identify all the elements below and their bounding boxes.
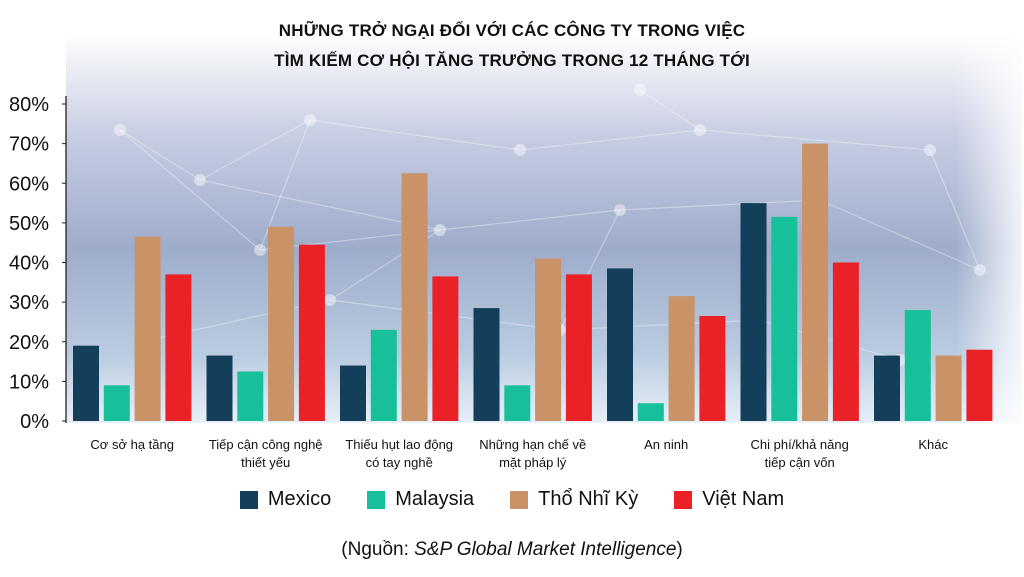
legend-swatch [510,490,529,509]
source-note: (Nguồn: S&P Global Market Intelligence) [0,539,1024,561]
legend-label: Thổ Nhĩ Kỳ [538,488,639,510]
legend-label: Việt Nam [702,488,785,510]
bar-mexico-5 [740,203,767,421]
bar-mexico-6 [874,355,900,421]
bar-thổ-nhĩ-kỳ-2 [401,173,428,421]
bar-việt-nam-3 [565,274,592,421]
bar-malaysia-1 [237,371,264,421]
bar-thổ-nhĩ-kỳ-4 [668,296,695,421]
bar-thổ-nhĩ-kỳ-0 [134,236,161,421]
bar-malaysia-6 [904,310,931,421]
y-tick-label: 30% [9,292,49,314]
y-tick-label: 10% [9,371,49,393]
legend-item: Việt Nam [674,488,784,511]
category-labels: Cơ sở hạ tầng Tiếp cận công nghệ thiết yếu… [90,437,948,470]
bar-việt-nam-4 [699,316,726,421]
bar-thổ-nhĩ-kỳ-1 [268,226,295,421]
y-tick-label: 0% [20,411,49,433]
bar-thổ-nhĩ-kỳ-5 [802,143,829,421]
y-tick-label: 50% [9,213,49,235]
bar-malaysia-4 [637,403,664,421]
y-tick-label: 80% [9,94,49,116]
y-tick-label: 60% [9,173,49,195]
source-name: S&P Global Market Intelligence [414,539,677,560]
category-label: có tay nghề [366,455,433,470]
category-label: Chi phí/khả năng [751,437,849,452]
source-suffix: ) [676,539,683,560]
bar-malaysia-0 [103,385,130,421]
bar-mexico-3 [473,308,500,421]
legend-swatch [239,490,258,509]
legend-label: Mexico [267,488,332,510]
bar-malaysia-3 [504,385,531,421]
bars [73,143,993,421]
legend-swatch [367,490,386,509]
bar-mexico-1 [206,355,233,421]
legend: Mexico Malaysia Thổ Nhĩ Kỳ Việt Nam [0,488,1024,511]
legend-item: Thổ Nhĩ Kỳ [510,488,638,511]
category-label: Khác [918,437,948,452]
bar-việt-nam-2 [432,276,459,421]
bar-thổ-nhĩ-kỳ-6 [935,355,962,421]
bar-việt-nam-0 [165,274,192,421]
bar-mexico-4 [607,268,633,421]
bar-việt-nam-1 [298,244,325,421]
legend-item: Malaysia [367,488,474,511]
category-label: An ninh [644,437,688,452]
category-label: thiết yếu [241,455,290,470]
bar-việt-nam-6 [966,349,993,421]
bar-malaysia-2 [370,329,397,421]
source-prefix: (Nguồn: [341,539,415,560]
bar-mexico-2 [340,365,366,421]
chart-title-line-1: NHỮNG TRỞ NGẠI ĐỐI VỚI CÁC CÔNG TY TRONG… [278,21,746,40]
bar-việt-nam-5 [832,262,859,421]
bar-malaysia-5 [771,216,798,421]
y-tick-label: 40% [9,253,49,275]
category-label: mặt pháp lý [499,455,567,470]
category-label: Những hạn chế về [479,437,586,452]
legend-item: Mexico [239,488,332,511]
y-tick-label: 20% [9,332,49,354]
chart-title-line-2: TÌM KIẾM CƠ HỘI TĂNG TRƯỞNG TRONG 12 THÁ… [274,51,750,70]
bar-thổ-nhĩ-kỳ-3 [535,258,562,421]
bar-mexico-0 [73,345,99,421]
category-label: Tiếp cận công nghệ [209,437,323,452]
y-tick-label: 70% [9,134,49,156]
legend-label: Malaysia [395,488,475,510]
legend-swatch [674,490,693,509]
category-label: tiếp cận vốn [765,455,835,470]
category-label: Thiếu hụt lao động [345,437,453,452]
category-label: Cơ sở hạ tầng [90,437,174,452]
y-axis: 0% 10% 20% 30% 40% 50% 60% 70% 80% [9,94,67,433]
